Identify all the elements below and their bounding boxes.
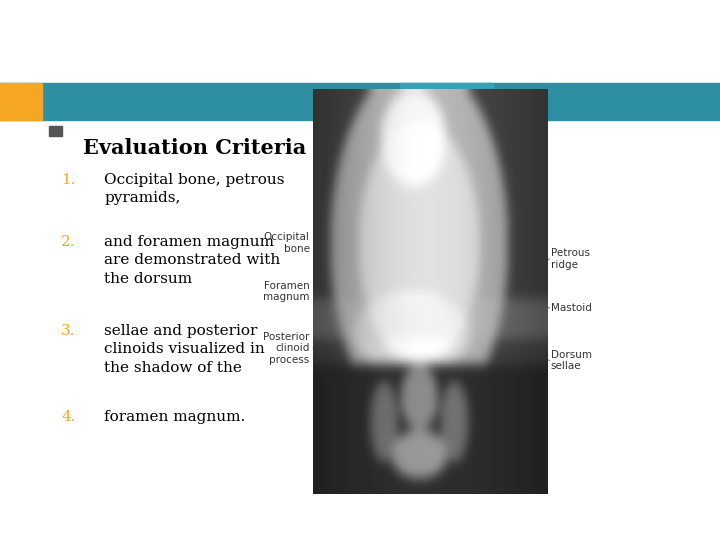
- Text: 4.: 4.: [61, 410, 76, 424]
- Text: Mastoid: Mastoid: [551, 303, 592, 313]
- Text: R: R: [320, 457, 330, 470]
- Bar: [0, 83, 42, 120]
- Text: sellae and posterior
clinoids visualized in
the shadow of the: sellae and posterior clinoids visualized…: [104, 324, 265, 375]
- Bar: [49, 126, 62, 136]
- Text: Occipital
bone: Occipital bone: [264, 232, 310, 254]
- Text: Dorsum
sellae: Dorsum sellae: [551, 350, 592, 372]
- Text: Occipital bone, petrous
pyramids,: Occipital bone, petrous pyramids,: [104, 173, 285, 205]
- Text: foramen magnum.: foramen magnum.: [104, 410, 246, 424]
- Text: 3.: 3.: [61, 324, 76, 338]
- Bar: [400, 83, 493, 102]
- Text: Petrous
ridge: Petrous ridge: [551, 248, 590, 270]
- Text: 2.: 2.: [61, 235, 76, 249]
- Text: and foramen magnum
are demonstrated with
the dorsum: and foramen magnum are demonstrated with…: [104, 235, 281, 286]
- Bar: [0, 83, 720, 120]
- Text: Foramen
magnum: Foramen magnum: [263, 281, 310, 302]
- Text: Posterior
clinoid
process: Posterior clinoid process: [264, 332, 310, 365]
- Text: 1.: 1.: [61, 173, 76, 187]
- Text: Evaluation Criteria: Evaluation Criteria: [83, 138, 306, 158]
